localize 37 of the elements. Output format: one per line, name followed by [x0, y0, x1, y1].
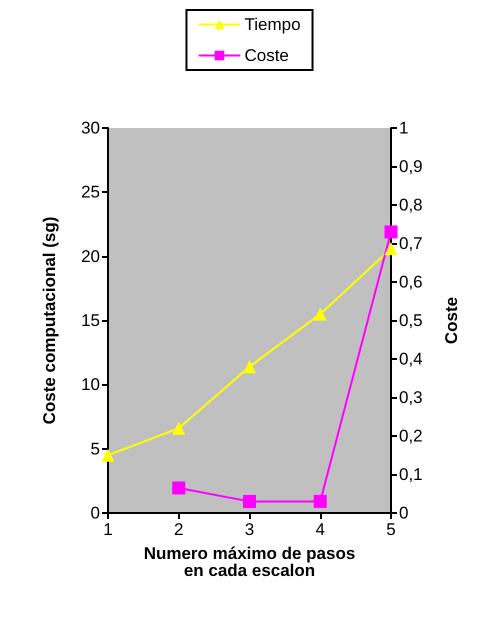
point — [314, 308, 327, 321]
y2-tick-label: 0,2 — [399, 426, 423, 446]
point — [243, 494, 256, 508]
y-tick-label: 5 — [90, 439, 100, 458]
x-tick-label: 4 — [316, 520, 325, 539]
y2-tick-label: 0,3 — [399, 388, 423, 407]
y2-tick-label: 0,1 — [399, 465, 423, 484]
point — [172, 422, 186, 435]
y2-tick-label: 0,4 — [399, 350, 423, 368]
x-axis-title: Numero máximo de pasos en cada escalon — [144, 544, 356, 580]
y2-tick-label: 0,7 — [399, 234, 423, 253]
y-tick-label: 25 — [81, 182, 100, 202]
point — [314, 494, 327, 508]
y-tick-label: 20 — [81, 246, 100, 266]
point — [243, 360, 256, 374]
legend-label: Coste — [244, 46, 289, 65]
point — [102, 448, 114, 462]
x-tick-label: 1 — [103, 520, 113, 539]
y2-tick-label: 0,9 — [399, 157, 423, 176]
y2-tick-label: 0,8 — [399, 196, 423, 214]
y-axis-title: Coste computacional (sg) — [40, 216, 59, 424]
y2-tick-label: 0 — [399, 504, 408, 522]
point — [172, 481, 186, 494]
point — [384, 225, 398, 238]
y-tick-label: 30 — [81, 118, 100, 138]
y2-tick-label: 1 — [399, 118, 408, 138]
y-tick-label: 0 — [90, 504, 100, 522]
y-tick-label: 15 — [81, 311, 100, 330]
y-tick-label: 10 — [81, 375, 100, 394]
legend-label: Tiempo — [244, 15, 301, 34]
point — [384, 242, 398, 256]
x-tick-label: 3 — [244, 520, 254, 539]
x-tick-label: 5 — [386, 520, 396, 539]
y2-axis-title: Coste — [442, 296, 461, 344]
y2-tick-label: 0,5 — [399, 311, 423, 330]
y2-tick-label: 0,6 — [399, 272, 423, 292]
x-tick-label: 2 — [174, 520, 184, 539]
